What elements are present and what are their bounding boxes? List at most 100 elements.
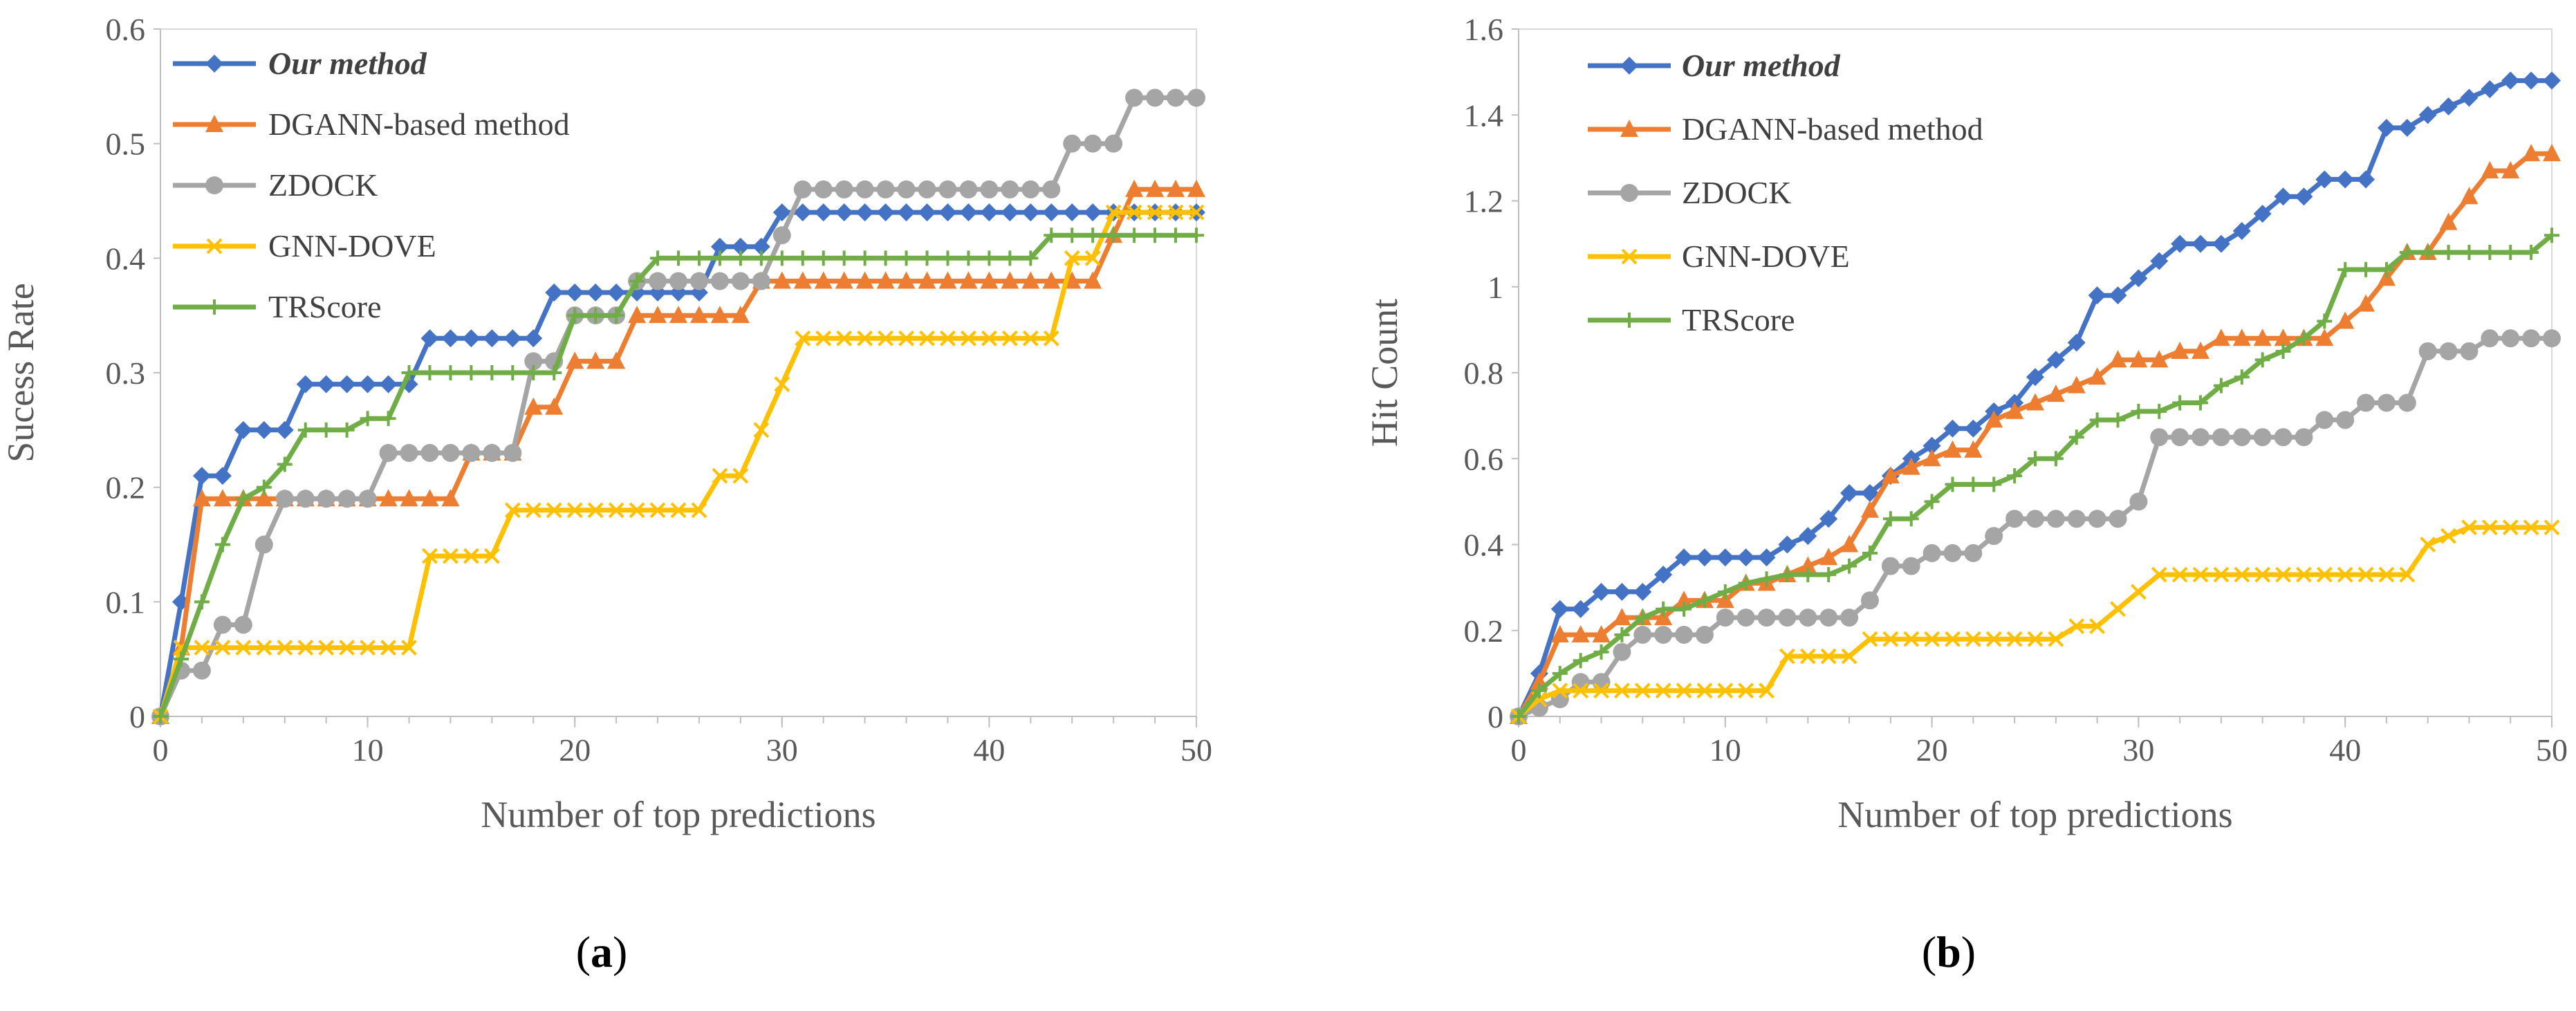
data-point (1531, 683, 1547, 698)
data-point (1023, 250, 1039, 266)
data-point (503, 329, 522, 348)
data-point (669, 306, 687, 324)
data-point (608, 502, 624, 519)
data-point (2317, 313, 2333, 329)
data-point (2067, 375, 2086, 393)
data-point (1922, 449, 1941, 467)
data-point (1592, 582, 1611, 601)
y-tick-label: 1.6 (1464, 12, 1504, 47)
data-point (1717, 584, 1733, 600)
data-point (607, 284, 626, 302)
data-point (2418, 106, 2437, 124)
data-point (1759, 571, 1775, 587)
data-point (2089, 618, 2106, 634)
data-point (2234, 369, 2250, 385)
data-point (441, 489, 460, 507)
x-tick-label: 20 (1916, 732, 1948, 768)
data-point (1716, 548, 1734, 567)
data-point (2172, 395, 2188, 411)
y-tick-label: 0.4 (106, 241, 146, 276)
data-point (214, 537, 230, 553)
data-point (567, 308, 583, 324)
data-point (793, 271, 812, 289)
data-point (2523, 245, 2539, 261)
data-point (1001, 271, 1019, 289)
data-point (2522, 329, 2541, 348)
data-point (1964, 440, 1983, 458)
data-point (710, 237, 729, 256)
data-point (2067, 510, 2086, 528)
data-point (2543, 329, 2561, 348)
data-point (1043, 330, 1059, 346)
data-point (1635, 610, 1651, 626)
series-line (1517, 233, 2554, 718)
data-point (2439, 212, 2458, 230)
data-point (1550, 624, 1569, 642)
data-point (2253, 428, 2272, 447)
data-point (2357, 393, 2375, 412)
legend-label: DGANN-based method (1682, 111, 1983, 147)
data-point (2439, 342, 2458, 360)
data-point (401, 640, 417, 656)
data-point (836, 250, 852, 266)
data-point (650, 250, 666, 266)
data-point (1633, 582, 1652, 601)
data-point (360, 411, 376, 427)
data-point (1717, 683, 1734, 699)
data-point (629, 273, 645, 289)
data-point (1819, 510, 1838, 528)
data-point (400, 489, 418, 507)
data-point (1860, 500, 1879, 518)
data-point (379, 489, 398, 507)
data-point (1986, 476, 2002, 492)
data-point (1819, 609, 1838, 627)
data-point (1613, 642, 1631, 661)
data-point (2006, 631, 2023, 647)
data-point (2254, 352, 2270, 368)
data-point (609, 308, 624, 324)
data-point (2399, 245, 2415, 261)
data-point (940, 250, 956, 266)
data-point (2295, 187, 2313, 206)
data-point (2151, 566, 2167, 583)
data-point (691, 250, 707, 266)
data-point (1633, 625, 1652, 644)
data-point (710, 306, 729, 324)
y-tick-label: 1.2 (1464, 184, 1504, 219)
data-point (235, 491, 251, 507)
data-point (1021, 203, 1040, 222)
legend-label: TRScore (1682, 302, 1795, 337)
data-point (545, 284, 564, 302)
x-tick-label: 40 (973, 732, 1005, 768)
data-point (1881, 557, 1900, 575)
data-point (1695, 548, 1714, 567)
data-point (2232, 221, 2251, 240)
data-point (629, 502, 645, 519)
data-point (1738, 575, 1754, 591)
data-point (192, 661, 211, 680)
data-point (836, 330, 853, 346)
data-point (835, 203, 853, 222)
data-point (649, 306, 667, 324)
data-point (235, 640, 252, 656)
data-point (380, 640, 396, 656)
data-point (358, 375, 377, 393)
data-point (774, 250, 790, 266)
data-point (2192, 428, 2210, 447)
data-point (1922, 544, 1941, 562)
data-point (2026, 393, 2044, 411)
data-point (2482, 245, 2498, 261)
data-point (2212, 234, 2230, 253)
data-point (2336, 411, 2355, 429)
data-point (2501, 329, 2520, 348)
data-point (2501, 71, 2520, 90)
data-point (2212, 328, 2230, 346)
data-point (2440, 245, 2456, 261)
data-point (1125, 89, 1144, 107)
y-axis-title: Hit Count (1364, 299, 1405, 447)
data-point (2461, 245, 2477, 261)
data-point (401, 365, 417, 380)
data-point (1084, 134, 1102, 153)
data-point (961, 250, 976, 266)
data-point (566, 284, 584, 302)
